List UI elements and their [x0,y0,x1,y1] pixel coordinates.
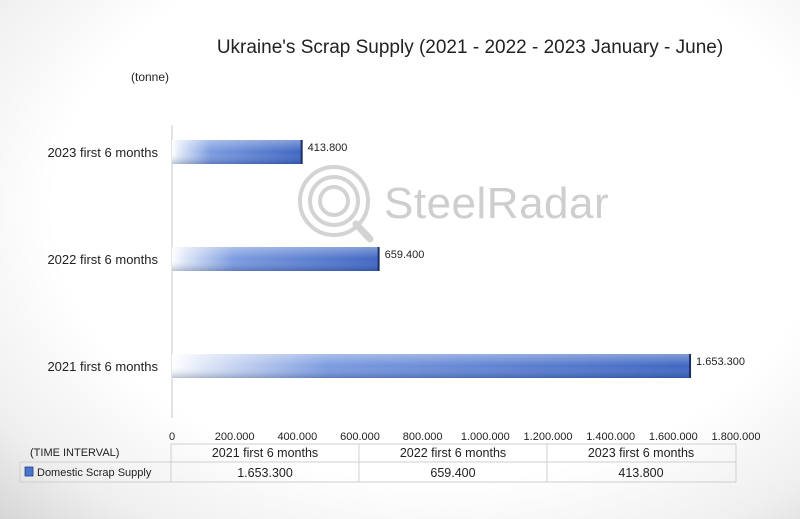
bar-2023 [172,140,303,164]
table-header-2022: 2022 first 6 months [400,446,506,460]
x-tick-label: 1.200.000 [524,431,573,443]
x-tick-label: 1.000.000 [461,431,510,443]
category-label-2022: 2022 first 6 months [47,252,158,267]
table-header-2023: 2023 first 6 months [588,446,694,460]
y-unit-label: (tonne) [131,70,169,84]
category-labels: 2021 first 6 months 2022 first 6 months 20… [47,145,158,374]
category-label-2021: 2021 first 6 months [47,359,158,374]
value-label-2023: 413.800 [308,142,348,154]
legend-key [24,466,34,477]
bar-2021 [172,354,692,378]
bars: 1.653.300 659.400 413.800 [172,140,745,378]
table-value-2023: 413.800 [618,466,663,480]
x-tick-label: 200.000 [215,431,255,443]
value-label-2021: 1.653.300 [696,356,745,368]
watermark-text: SteelRadar [384,179,609,228]
x-tick-label: 1.400.000 [586,431,635,443]
table-value-2022: 659.400 [430,466,475,480]
x-tick-label: 1.600.000 [649,431,698,443]
table-value-2021: 1.653.300 [237,466,293,480]
value-label-2022: 659.400 [385,249,425,261]
bar-shade-2023 [172,140,302,164]
x-tick-label: 600.000 [340,431,380,443]
data-table: (TIME INTERVAL) 2021 first 6 months 2022… [19,443,737,483]
x-tick-label: 1.800.000 [712,431,761,443]
x-tick-label: 0 [169,431,175,443]
x-tick-labels: 0 200.000 400.000 600.000 800.000 1.000.000 1.… [169,431,761,443]
category-label-2023: 2023 first 6 months [47,145,158,160]
chart-title: Ukraine's Scrap Supply (2021 - 2022 - 20… [217,37,723,58]
watermark: SteelRadar [298,165,609,243]
table-row-label: Domestic Scrap Supply [37,467,152,479]
x-tick-label: 400.000 [277,431,317,443]
magnifier-logo-icon [298,165,374,243]
bar-shade-2021 [172,354,691,378]
x-tick-label: 800.000 [403,431,443,443]
bar-2022 [172,247,380,271]
table-corner-label: (TIME INTERVAL) [30,447,119,459]
bar-shade-2022 [172,247,379,271]
table-header-2021: 2021 first 6 months [212,446,318,460]
